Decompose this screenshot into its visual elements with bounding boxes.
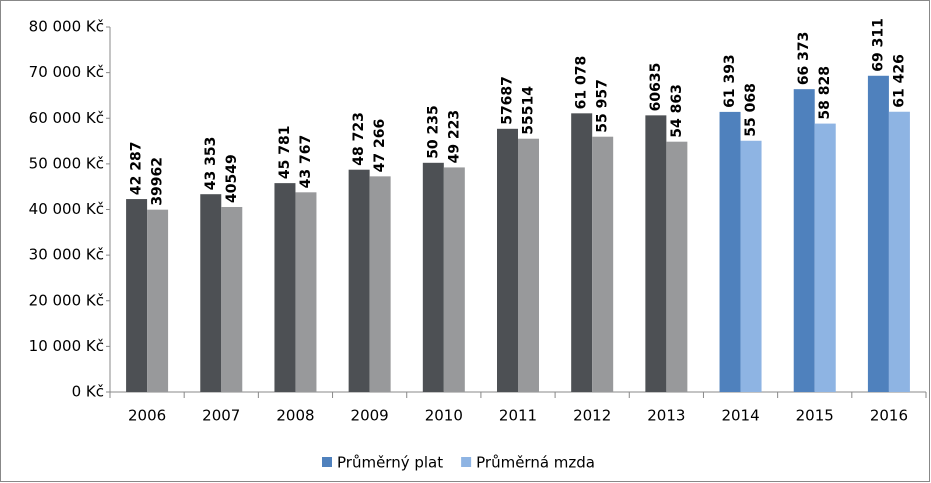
value-label: 61 393: [722, 54, 738, 108]
bar: [443, 167, 465, 392]
bar: [719, 111, 741, 392]
x-tick-label: 2010: [425, 407, 463, 425]
bar: [666, 141, 688, 392]
value-label: 40549: [224, 154, 240, 203]
bar: [793, 89, 815, 392]
legend-label: Průměrný plat: [337, 454, 443, 472]
y-tick-label: 10 000 Kč: [29, 337, 104, 355]
legend-swatch: [461, 457, 472, 467]
value-label: 50 235: [425, 105, 441, 159]
y-tick-label: 30 000 Kč: [29, 246, 104, 264]
value-label: 55 957: [595, 79, 611, 133]
value-label: 57687: [500, 76, 516, 125]
value-label: 49 223: [446, 110, 462, 164]
x-tick-label: 2014: [721, 407, 759, 425]
y-tick-label: 0 Kč: [72, 383, 104, 401]
y-tick-label: 80 000 Kč: [29, 18, 104, 36]
bar: [200, 194, 222, 392]
bar: [126, 199, 148, 392]
x-tick-label: 2012: [573, 407, 611, 425]
x-tick-label: 2016: [870, 407, 908, 425]
bar: [740, 140, 762, 392]
bar: [274, 183, 296, 392]
value-label: 45 781: [277, 126, 293, 180]
value-label: 54 863: [669, 84, 685, 138]
bar: [814, 123, 836, 392]
legend-swatch: [322, 457, 332, 467]
bar: [295, 192, 317, 392]
x-tick-label: 2015: [796, 407, 834, 425]
value-label: 43 353: [203, 137, 219, 191]
bar: [348, 169, 370, 392]
bar: [422, 162, 444, 392]
value-label: 69 311: [870, 18, 886, 72]
bar: [497, 128, 518, 392]
bar: [369, 176, 391, 392]
x-tick-label: 2009: [351, 407, 389, 425]
bar: [571, 113, 593, 392]
value-label: 55514: [521, 86, 537, 135]
bar: [867, 75, 889, 393]
bar: [147, 209, 169, 392]
value-label: 48 723: [351, 112, 367, 166]
value-label: 66 373: [796, 32, 812, 86]
bar: [888, 111, 910, 393]
bar: [518, 138, 539, 392]
bar: [645, 115, 667, 392]
value-label: 42 287: [129, 141, 145, 195]
value-label: 55 068: [743, 83, 759, 137]
value-label: 61 078: [574, 56, 590, 110]
y-tick-label: 20 000 Kč: [29, 291, 104, 309]
value-label: 60635: [648, 63, 664, 112]
y-tick-label: 40 000 Kč: [29, 200, 104, 218]
value-label: 47 266: [372, 119, 388, 173]
value-label: 61 426: [891, 54, 907, 108]
value-label: 43 767: [298, 135, 314, 189]
value-label: 39962: [150, 157, 166, 206]
x-tick-label: 2008: [276, 407, 314, 425]
y-tick-label: 60 000 Kč: [29, 109, 104, 127]
y-tick-label: 50 000 Kč: [29, 154, 104, 172]
x-tick-label: 2007: [202, 407, 240, 425]
value-label: 58 828: [817, 66, 833, 120]
x-tick-label: 2006: [128, 407, 166, 425]
y-tick-label: 70 000 Kč: [29, 63, 104, 81]
legend-label: Průměrná mzda: [476, 454, 595, 472]
bar: [221, 206, 243, 392]
x-tick-label: 2011: [499, 407, 537, 425]
bar: [592, 136, 614, 392]
x-tick-label: 2013: [647, 407, 685, 425]
